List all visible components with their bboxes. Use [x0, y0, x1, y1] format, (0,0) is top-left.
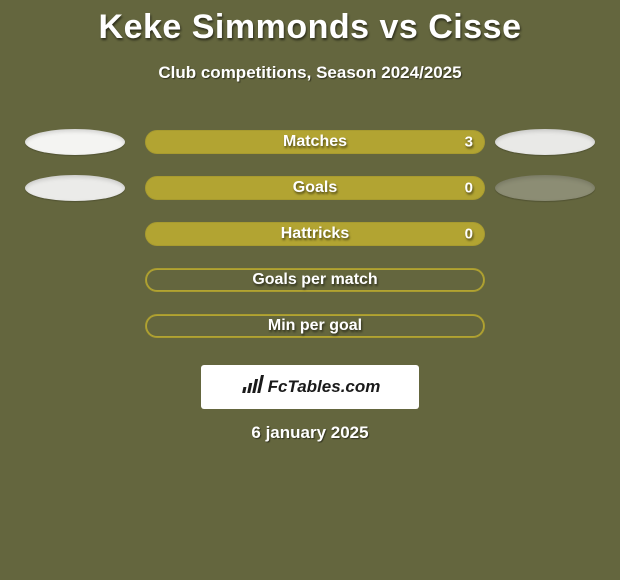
stat-bar: Matches 3	[145, 130, 485, 154]
stat-bar: Goals per match	[145, 268, 485, 292]
stat-label: Goals per match	[252, 271, 377, 289]
stat-label: Goals	[293, 179, 337, 197]
left-spacer	[25, 221, 125, 247]
right-ellipse	[495, 129, 595, 155]
stat-row: Goals 0	[0, 165, 620, 211]
logo-text: FcTables.com	[268, 377, 381, 397]
right-spacer	[495, 267, 595, 293]
left-ellipse	[25, 129, 125, 155]
stat-row: Matches 3	[0, 119, 620, 165]
stat-value: 0	[465, 226, 473, 243]
left-ellipse	[25, 175, 125, 201]
date-label: 6 january 2025	[0, 423, 620, 443]
infographic-root: Keke Simmonds vs Cisse Club competitions…	[0, 0, 620, 580]
stat-value: 3	[465, 134, 473, 151]
stat-row: Hattricks 0	[0, 211, 620, 257]
stat-value: 0	[465, 180, 473, 197]
subtitle: Club competitions, Season 2024/2025	[0, 63, 620, 83]
stat-row: Min per goal	[0, 303, 620, 349]
right-spacer	[495, 313, 595, 339]
right-ellipse	[495, 175, 595, 201]
bar-chart-icon	[240, 375, 264, 400]
left-spacer	[25, 267, 125, 293]
left-spacer	[25, 313, 125, 339]
stat-row: Goals per match	[0, 257, 620, 303]
stat-label: Matches	[283, 133, 347, 151]
right-spacer	[495, 221, 595, 247]
stat-label: Hattricks	[281, 225, 349, 243]
stat-bar: Min per goal	[145, 314, 485, 338]
stat-label: Min per goal	[268, 317, 362, 335]
stat-bar: Hattricks 0	[145, 222, 485, 246]
logo-box: FcTables.com	[201, 365, 419, 409]
page-title: Keke Simmonds vs Cisse	[0, 0, 620, 47]
stat-bar: Goals 0	[145, 176, 485, 200]
stat-rows: Matches 3 Goals 0 Hattricks 0 Goals per match M…	[0, 119, 620, 349]
